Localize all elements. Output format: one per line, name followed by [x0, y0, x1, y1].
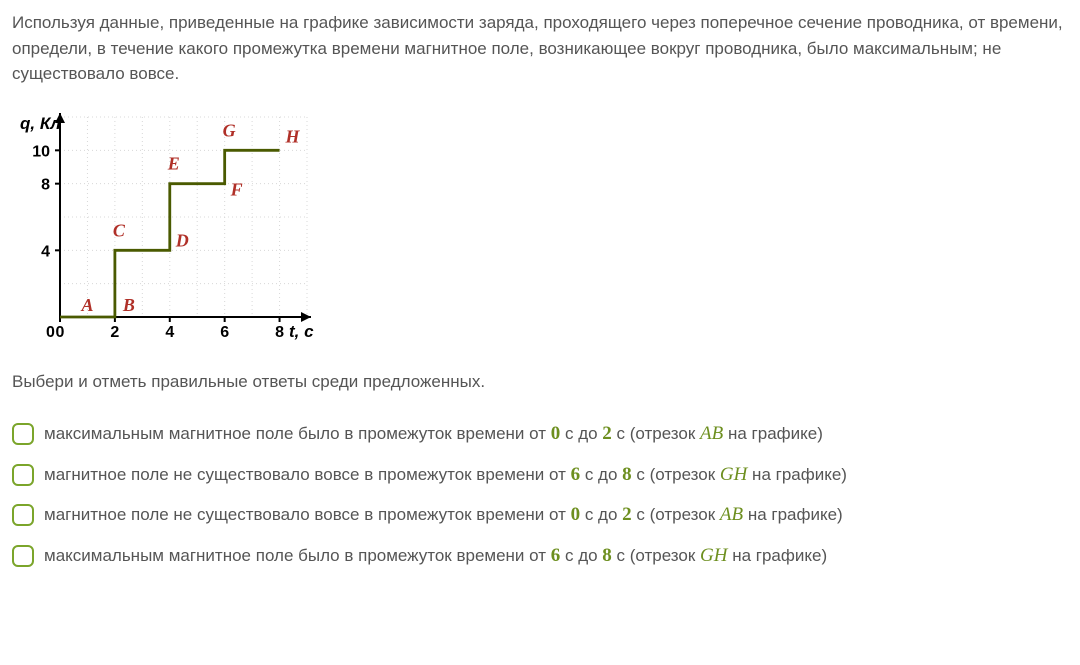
option-1-checkbox[interactable]	[12, 423, 34, 445]
svg-text:0: 0	[46, 324, 55, 341]
svg-text:C: C	[113, 220, 126, 240]
option-4[interactable]: максимальным магнитное поле было в проме…	[12, 542, 1068, 571]
svg-text:2: 2	[110, 324, 119, 341]
svg-text:10: 10	[32, 143, 50, 160]
chart-svg: 0 2 4 6 8 0 4 8 10 A B C D E F G Hq, Кл t, с	[12, 105, 317, 345]
svg-text:q, Кл: q, Кл	[20, 114, 61, 133]
svg-text:4: 4	[41, 243, 50, 260]
svg-text:E: E	[167, 153, 180, 173]
svg-text:0: 0	[56, 324, 65, 341]
option-2[interactable]: магнитное поле не существовало вовсе в п…	[12, 461, 1068, 490]
option-4-checkbox[interactable]	[12, 545, 34, 567]
options-list: максимальным магнитное поле было в проме…	[12, 420, 1068, 570]
svg-text:8: 8	[275, 324, 284, 341]
instruction-text: Выбери и отметь правильные ответы среди …	[12, 369, 1068, 395]
svg-text:D: D	[175, 230, 189, 250]
svg-text:8: 8	[41, 176, 50, 193]
svg-text:H: H	[285, 126, 301, 146]
problem-text: Используя данные, приведенные на графике…	[12, 10, 1068, 87]
svg-text:G: G	[223, 120, 236, 140]
option-4-text: максимальным магнитное поле было в проме…	[44, 542, 827, 571]
option-1-text: максимальным магнитное поле было в проме…	[44, 420, 823, 449]
option-2-checkbox[interactable]	[12, 464, 34, 486]
option-3[interactable]: магнитное поле не существовало вовсе в п…	[12, 501, 1068, 530]
option-1[interactable]: максимальным магнитное поле было в проме…	[12, 420, 1068, 449]
option-2-text: магнитное поле не существовало вовсе в п…	[44, 461, 847, 490]
chart-container: 0 2 4 6 8 0 4 8 10 A B C D E F G Hq, Кл t, с	[12, 105, 1068, 345]
svg-text:A: A	[80, 295, 93, 315]
svg-text:6: 6	[220, 324, 229, 341]
svg-text:4: 4	[165, 324, 174, 341]
svg-text:t, с: t, с	[289, 322, 314, 341]
svg-text:F: F	[230, 179, 243, 199]
svg-text:B: B	[122, 295, 135, 315]
option-3-checkbox[interactable]	[12, 504, 34, 526]
option-3-text: магнитное поле не существовало вовсе в п…	[44, 501, 843, 530]
